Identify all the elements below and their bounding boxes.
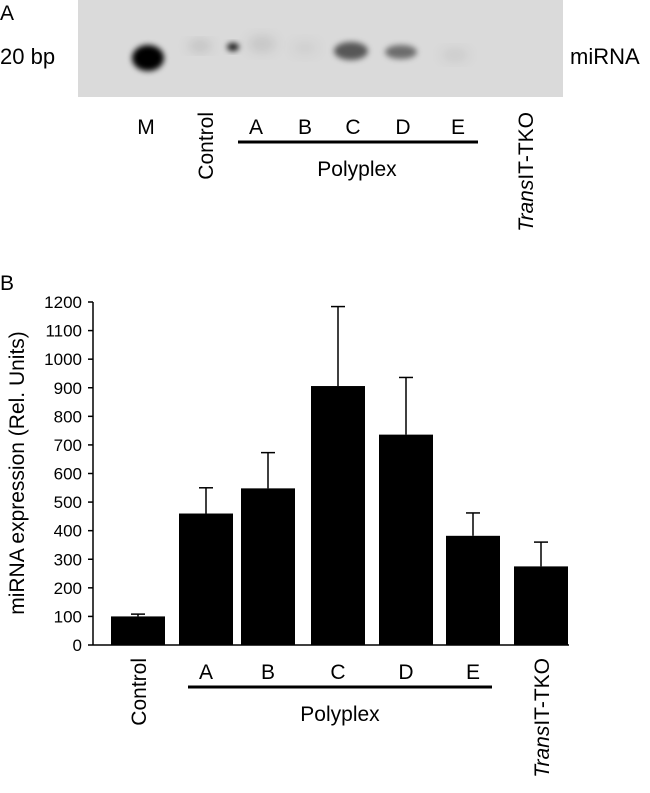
y-axis: 0 100 200 300 400 500 600 700 800 900 1000 1100 1200 [44,293,94,655]
bar [311,386,365,645]
category-label-trans-suffix: IT-TKO [531,658,554,726]
size-marker-label: 20 bp [0,44,55,69]
gel-band [291,41,319,55]
category-label-e: E [466,661,480,684]
y-axis-title: miRNA expression (Rel. Units) [6,331,29,615]
bar [446,535,500,645]
category-labels: Control A B C D E TransIT-TKO [128,658,554,778]
lane-label-b: B [298,116,312,139]
lane-label-e: E [451,116,465,139]
category-label-trans-prefix: Trans [531,725,554,778]
lane-label-a: A [249,116,263,139]
gel-band [188,41,212,51]
y-tick-label: 700 [54,436,82,455]
gel-band [334,42,368,60]
y-tick-label: 100 [54,607,82,626]
y-tick-label: 1000 [44,350,82,369]
y-tick-label: 0 [73,636,82,655]
lane-label-transit-tko: TransIT-TKO [515,112,538,232]
gel-band [248,36,276,52]
category-label-a: A [199,661,213,684]
gel-bands [132,36,469,71]
y-tick-label: 1200 [44,293,82,312]
polyplex-label-a: Polyplex [317,158,397,181]
lane-labels: M Control A B C D E TransIT-TKO [137,112,538,232]
y-tick-label: 300 [54,550,82,569]
bar [514,566,568,645]
y-tick-label: 1100 [45,322,82,341]
lane-label-m: M [137,116,155,139]
gel-image [78,0,563,97]
category-label-control: Control [128,658,151,726]
category-label-c: C [330,661,345,684]
bar-chart: 0 100 200 300 400 500 600 700 800 900 1000 1100 1200 [44,293,569,655]
bar [111,616,165,645]
lane-label-trans-suffix: IT-TKO [515,112,538,180]
y-tick-label: 800 [54,407,82,426]
gel-band [132,45,164,71]
lane-label-trans-prefix: Trans [515,179,538,232]
category-label-transit-tko: TransIT-TKO [531,658,554,778]
gel-band [441,49,469,61]
bar [179,513,233,645]
polyplex-label-b: Polyplex [300,703,380,726]
y-tick-label: 400 [54,522,82,541]
category-label-b: B [261,661,275,684]
y-tick-label: 200 [54,579,82,598]
gel-band [227,43,239,51]
bar [379,434,433,645]
lane-label-d: D [395,116,410,139]
y-tick-label: 900 [54,379,82,398]
band-label: miRNA [570,44,640,69]
lane-label-c: C [345,116,360,139]
category-label-d: D [398,661,413,684]
panel-a-label: A [0,2,14,25]
panel-b-label: B [0,272,14,295]
gel-band [385,45,417,59]
lane-label-control: Control [195,112,218,180]
bar [241,488,295,645]
bars [111,305,568,645]
y-tick-label: 500 [54,493,82,512]
y-tick-label: 600 [54,465,82,484]
